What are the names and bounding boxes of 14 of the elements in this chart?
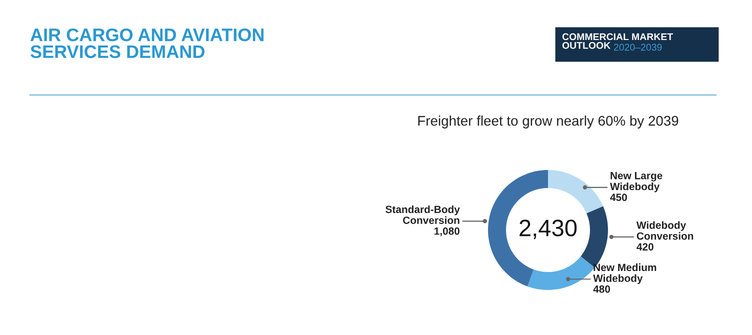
data-label: 420 [636, 243, 654, 251]
text: COMMERCIAL MARKET OUTLOOK 2020–2039 [562, 33, 673, 51]
donut-slice [527, 256, 595, 290]
data-label: 1,080 [434, 227, 460, 236]
data-label: 480 [593, 285, 610, 293]
donut-slice [548, 170, 604, 214]
slice-label: New Large Widebody [610, 172, 662, 192]
slice-label: New Medium Widebody [593, 263, 656, 284]
text: AIR CARGO AND AVIATION SERVICES DEMAND [30, 28, 264, 58]
chart-subtitle: Freighter fleet to grow nearly 60% by 2039 [418, 116, 678, 128]
slice-label: Widebody Conversion [636, 221, 694, 240]
slice-label: Standard-Body Conversion [386, 205, 460, 224]
text: 2,430 [520, 220, 577, 240]
data-label: 450 [610, 194, 627, 202]
